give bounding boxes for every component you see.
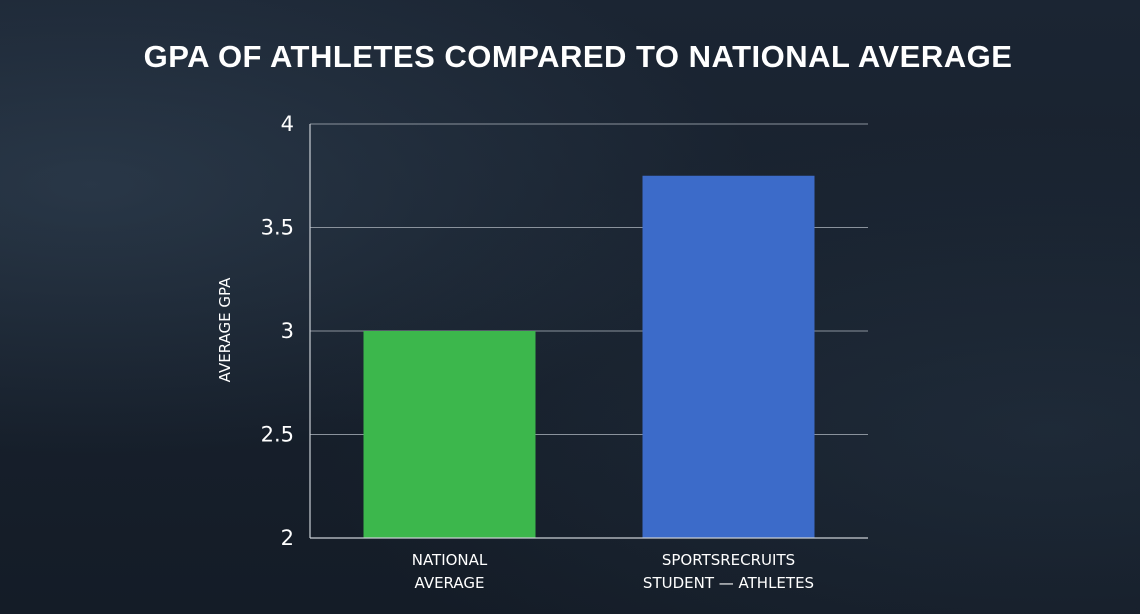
labels-group: 2 2.5 3 3.5 4 NATIONAL AVERAGE SPORTSRECRUITS ST… [261,112,814,592]
y-axis-label: AVERAGE GPA [216,277,234,382]
y-tick-label: 2 [281,526,294,550]
y-tick-label: 3.5 [261,216,294,240]
chart-title: GPA OF ATHLETES COMPARED TO NATIONAL AVE… [144,39,1013,74]
x-tick-label: SPORTSRECRUITS [662,551,795,569]
x-tick-label: AVERAGE [415,574,485,592]
axes-group [309,124,868,539]
x-tick-label: NATIONAL [412,551,488,569]
y-tick-label: 4 [281,112,294,136]
bar-1 [642,175,815,538]
y-tick-label: 3 [281,319,294,343]
bar-0 [363,331,536,538]
y-tick-label: 2.5 [261,423,294,447]
bars-group [363,175,815,538]
x-tick-label: STUDENT — ATHLETES [643,574,814,592]
